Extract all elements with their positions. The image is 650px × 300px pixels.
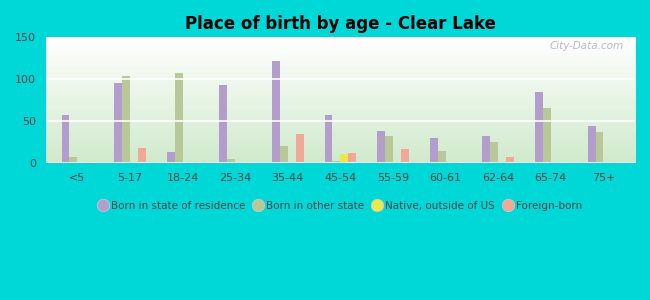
Bar (454, 161, 462, 163)
Bar (430, 138, 437, 163)
Bar (70, 157, 77, 163)
Bar (506, 157, 514, 163)
Bar (559, 161, 567, 163)
Bar (588, 126, 595, 163)
Bar (138, 148, 146, 163)
Bar (85, 161, 93, 163)
Bar (62, 116, 70, 163)
Bar (535, 92, 543, 163)
Legend: Born in state of residence, Born in other state, Native, outside of US, Foreign-: Born in state of residence, Born in othe… (99, 201, 582, 211)
Bar (114, 83, 122, 163)
Bar (175, 74, 183, 163)
Bar (341, 154, 348, 163)
Bar (385, 136, 393, 163)
Bar (296, 134, 304, 163)
Bar (401, 149, 409, 163)
Bar (243, 161, 251, 163)
Bar (324, 116, 332, 163)
Bar (122, 76, 130, 163)
Bar (490, 142, 498, 163)
Bar (227, 159, 235, 163)
Bar (272, 61, 280, 163)
Bar (611, 161, 619, 163)
Bar (332, 161, 341, 163)
Text: City-Data.com: City-Data.com (549, 41, 623, 51)
Bar (377, 131, 385, 163)
Bar (543, 108, 551, 163)
Bar (482, 136, 490, 163)
Bar (280, 146, 288, 163)
Title: Place of birth by age - Clear Lake: Place of birth by age - Clear Lake (185, 15, 496, 33)
Bar (348, 153, 356, 163)
Bar (595, 132, 603, 163)
Bar (437, 151, 446, 163)
Bar (219, 85, 227, 163)
Bar (190, 161, 198, 163)
Bar (167, 152, 175, 163)
